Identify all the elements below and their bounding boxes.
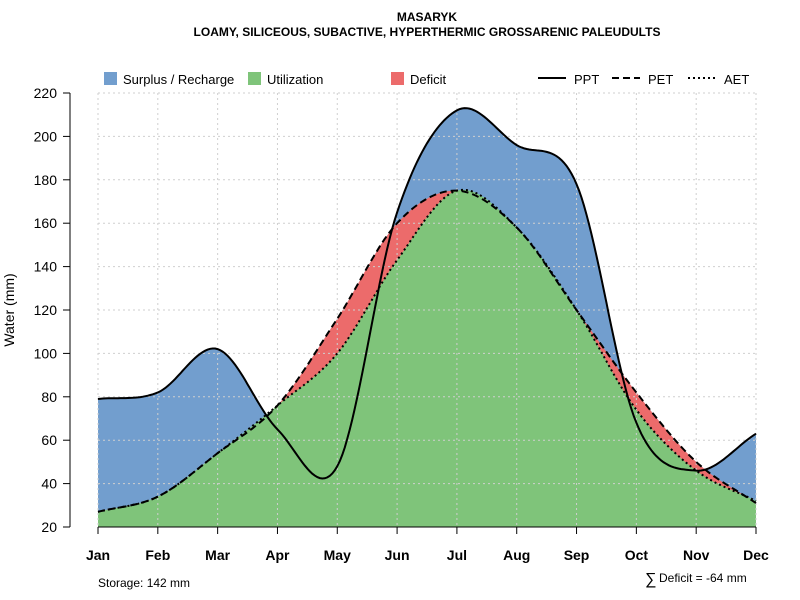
- line-pet: [97, 189, 757, 513]
- legend-label-deficit: Deficit: [410, 72, 447, 87]
- xtick-label-apr: Apr: [265, 547, 290, 563]
- legend: Surplus / Recharge Utilization Deficit P…: [104, 72, 749, 87]
- legend-label-pet: PET: [648, 72, 673, 87]
- xtick-label-nov: Nov: [683, 547, 710, 563]
- ytick-label-120: 120: [34, 302, 58, 318]
- xtick-label-may: May: [324, 547, 351, 563]
- utilization-area: [98, 189, 756, 527]
- chart-subtitle: LOAMY, SILICEOUS, SUBACTIVE, HYPERTHERMI…: [194, 25, 661, 39]
- xtick-label-jul: Jul: [447, 547, 467, 563]
- line-aet: [97, 188, 757, 513]
- xtick-label-dec: Dec: [743, 547, 769, 563]
- xtick-label-oct: Oct: [625, 547, 649, 563]
- ytick-label-40: 40: [41, 476, 57, 492]
- y-axis-label: Water (mm): [1, 273, 17, 346]
- series-lines: [97, 107, 757, 513]
- legend-label-aet: AET: [724, 72, 749, 87]
- ytick-label-220: 220: [34, 85, 58, 101]
- ytick-label-20: 20: [41, 519, 57, 535]
- legend-swatch-utilization: [248, 72, 261, 85]
- storage-annotation: Storage: 142 mm: [98, 576, 190, 590]
- line-ppt: [97, 107, 757, 480]
- legend-swatch-deficit: [391, 72, 404, 85]
- xtick-label-sep: Sep: [564, 547, 590, 563]
- ytick-label-180: 180: [34, 172, 58, 188]
- ytick-label-80: 80: [41, 389, 57, 405]
- xtick-label-jun: Jun: [385, 547, 410, 563]
- legend-swatch-surplus: [104, 72, 117, 85]
- deficit-sum-icon: ∑: [645, 571, 656, 588]
- ytick-label-160: 160: [34, 215, 58, 231]
- x-ticks: Jan Feb Mar Apr May Jun Jul Aug Sep Oct Nov Dec: [86, 527, 769, 563]
- xtick-label-jan: Jan: [86, 547, 110, 563]
- y-ticks: 20 40 60 80 100 120 140 160 180 200 220: [34, 85, 70, 535]
- legend-label-surplus: Surplus / Recharge: [123, 72, 234, 87]
- ytick-label-140: 140: [34, 259, 58, 275]
- legend-label-utilization: Utilization: [267, 72, 323, 87]
- plot-area: [98, 108, 756, 527]
- legend-label-ppt: PPT: [574, 72, 599, 87]
- ytick-label-200: 200: [34, 128, 58, 144]
- xtick-label-aug: Aug: [503, 547, 530, 563]
- xtick-label-mar: Mar: [205, 547, 230, 563]
- deficit-annotation: Deficit = -64 mm: [659, 571, 747, 585]
- ytick-label-100: 100: [34, 345, 58, 361]
- xtick-label-feb: Feb: [145, 547, 170, 563]
- chart-title: MASARYK: [397, 10, 458, 24]
- ytick-label-60: 60: [41, 432, 57, 448]
